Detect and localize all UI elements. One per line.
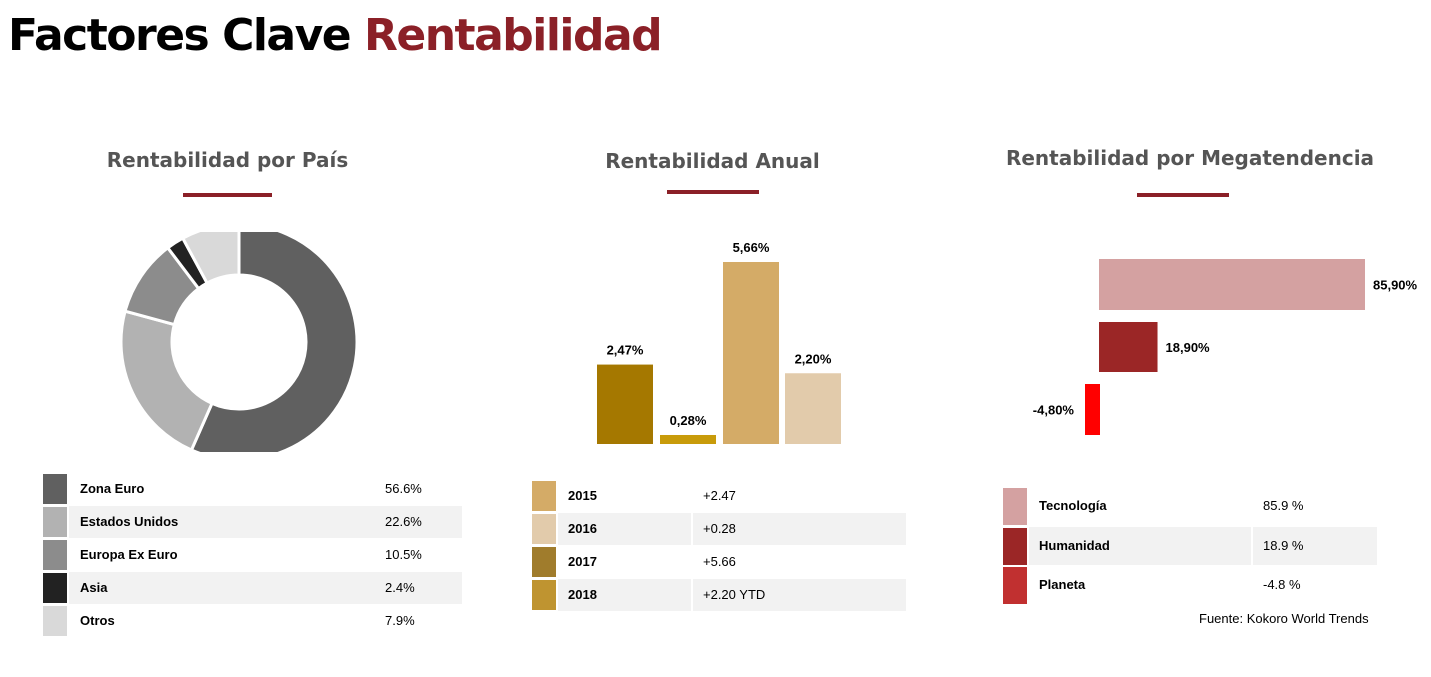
annual-bar-2016 <box>660 434 716 444</box>
annual-bar-label: 2,20% <box>795 351 832 366</box>
megatrend-bar-label: 85,90% <box>1373 278 1418 293</box>
legend-swatch <box>532 580 556 610</box>
annual-legend-row: 2015 +2.47 <box>532 480 907 512</box>
legend-value: 85.9 % <box>1263 498 1304 513</box>
country-legend-row: Estados Unidos 22.6% <box>43 506 463 538</box>
legend-label: 2015 <box>568 488 597 503</box>
annual-bar-2017 <box>723 262 779 444</box>
legend-swatch <box>43 507 67 537</box>
donut-slice-estados-unidos <box>119 309 214 452</box>
country-legend-row: Otros 7.9% <box>43 605 463 637</box>
legend-row-background <box>693 579 906 611</box>
country-legend-row: Asia 2.4% <box>43 572 463 604</box>
legend-value: +5.66 <box>703 554 736 569</box>
legend-row-background <box>558 513 691 545</box>
legend-row-background <box>69 506 462 538</box>
legend-value: 22.6% <box>385 514 422 529</box>
country-legend-row: Europa Ex Euro 10.5% <box>43 539 463 571</box>
legend-label: Zona Euro <box>80 481 145 496</box>
megatrend-chart-title: Rentabilidad por Megatendencia <box>1005 146 1375 170</box>
annual-legend-row: 2017 +5.66 <box>532 546 907 578</box>
legend-value: +0.28 <box>703 521 736 536</box>
legend-label: Otros <box>80 613 115 628</box>
legend-swatch <box>43 606 67 636</box>
country-legend-row: Zona Euro 56.6% <box>43 473 463 505</box>
legend-swatch <box>43 540 67 570</box>
annual-chart-title: Rentabilidad Anual <box>605 149 820 173</box>
source-note: Fuente: Kokoro World Trends <box>1199 611 1369 626</box>
annual-legend-row: 2016 +0.28 <box>532 513 907 545</box>
megatrend-bar-label: 18,90% <box>1166 340 1211 355</box>
country-chart-title: Rentabilidad por País <box>106 148 349 172</box>
megatrend-bar-label: -4,80% <box>1033 403 1075 418</box>
legend-label: Europa Ex Euro <box>80 547 178 562</box>
legend-swatch <box>1003 528 1027 565</box>
annual-bar-label: 2,47% <box>607 343 644 358</box>
legend-value: +2.47 <box>703 488 736 503</box>
legend-label: 2018 <box>568 587 597 602</box>
donut-slice-otros <box>180 232 241 286</box>
country-donut-chart <box>119 232 359 452</box>
legend-label: Estados Unidos <box>80 514 179 529</box>
legend-label: 2016 <box>568 521 597 536</box>
annual-bar-label: 0,28% <box>670 413 707 428</box>
legend-label: Asia <box>80 580 108 595</box>
legend-swatch <box>43 474 67 504</box>
legend-swatch <box>532 547 556 577</box>
megatrend-bar-planeta <box>1085 384 1100 435</box>
megatrend-title-underline <box>1137 193 1229 197</box>
annual-bar-chart: 2,47% 0,28% 5,66% 2,20% <box>597 240 841 444</box>
megatrend-bar-tecnologia <box>1099 259 1365 310</box>
legend-label: Planeta <box>1039 577 1086 592</box>
legend-swatch <box>1003 567 1027 604</box>
megatrend-bar-chart: 85,90% 18,90% -4,80% <box>1033 259 1418 435</box>
megatrend-legend-row: Planeta -4.8 % <box>1003 566 1378 604</box>
megatrend-legend-row: Tecnología 85.9 % <box>1003 487 1378 525</box>
legend-swatch <box>43 573 67 603</box>
legend-value: 18.9 % <box>1263 538 1304 553</box>
legend-value: +2.20 YTD <box>703 587 766 602</box>
country-title-underline <box>183 193 272 197</box>
legend-row-background <box>1029 527 1251 565</box>
legend-value: -4.8 % <box>1263 577 1301 592</box>
legend-swatch <box>1003 488 1027 525</box>
megatrend-legend-row: Humanidad 18.9 % <box>1003 527 1378 565</box>
legend-row-background <box>558 579 691 611</box>
page-title-accent: Rentabilidad <box>363 10 663 61</box>
megatrend-bar-humanidad <box>1099 322 1158 372</box>
annual-legend-row: 2018 +2.20 YTD <box>532 579 907 611</box>
legend-label: Tecnología <box>1039 498 1107 513</box>
legend-row-background <box>1253 527 1377 565</box>
legend-value: 56.6% <box>385 481 422 496</box>
annual-bar-label: 5,66% <box>733 240 770 255</box>
legend-label: Humanidad <box>1039 538 1110 553</box>
page-title: Factores Clave Rentabilidad <box>8 4 663 68</box>
legend-swatch <box>532 514 556 544</box>
legend-value: 10.5% <box>385 547 422 562</box>
legend-label: 2017 <box>568 554 597 569</box>
annual-bar-2018 <box>785 373 841 444</box>
legend-swatch <box>532 481 556 511</box>
legend-value: 7.9% <box>385 613 415 628</box>
legend-row-background <box>69 572 462 604</box>
legend-value: 2.4% <box>385 580 415 595</box>
annual-bar-2015 <box>597 364 653 444</box>
donut-slice-zona-euro <box>189 232 359 452</box>
legend-row-background <box>693 513 906 545</box>
annual-title-underline <box>667 190 759 194</box>
page-title-main: Factores Clave <box>8 10 352 61</box>
